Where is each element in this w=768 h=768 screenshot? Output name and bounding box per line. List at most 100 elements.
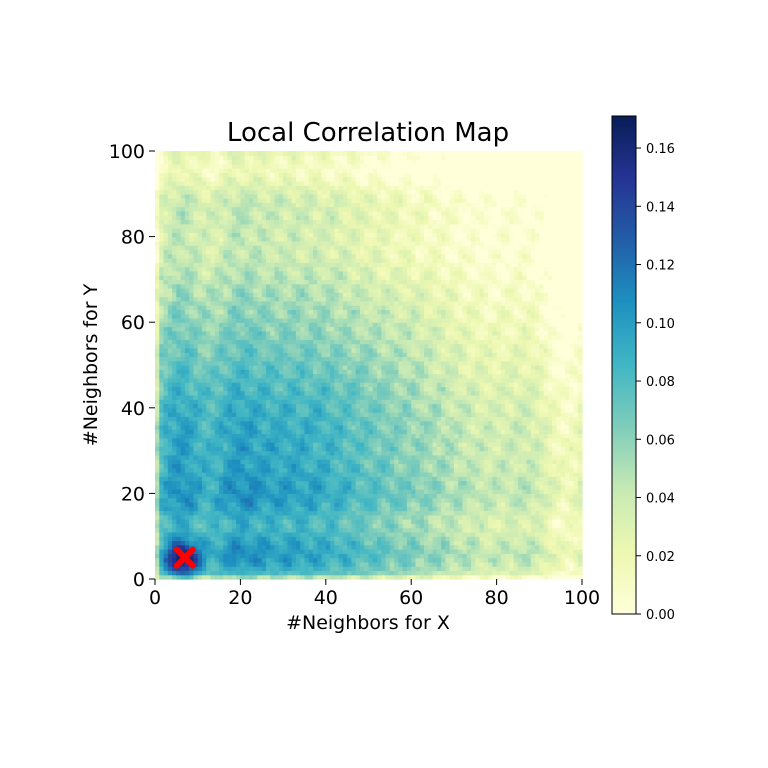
heatmap-cell — [176, 566, 182, 572]
heatmap-cell — [227, 416, 233, 422]
heatmap-cell — [453, 373, 459, 379]
heatmap-cell — [458, 442, 464, 447]
heatmap-cell — [197, 514, 203, 520]
heatmap-cell — [517, 472, 523, 477]
heatmap-cell — [364, 365, 370, 370]
heatmap-cell — [424, 549, 429, 554]
heatmap-cell — [210, 476, 216, 482]
heatmap-cell — [338, 557, 344, 563]
heatmap-cell — [552, 386, 557, 392]
heatmap-cell — [240, 540, 246, 546]
heatmap-cell — [453, 437, 459, 443]
heatmap-cell — [197, 382, 203, 387]
heatmap-cell — [364, 553, 370, 559]
heatmap-cell — [180, 561, 186, 567]
heatmap-cell — [445, 570, 451, 576]
heatmap-cell — [159, 382, 165, 387]
heatmap-cell — [449, 442, 455, 447]
heatmap-cell — [462, 574, 468, 580]
heatmap-cell — [500, 416, 506, 422]
heatmap-cell — [432, 382, 438, 387]
heatmap-cell — [231, 484, 237, 490]
heatmap-cell — [312, 420, 318, 426]
heatmap-cell — [470, 523, 476, 529]
heatmap-cell — [539, 493, 545, 499]
heatmap-cell — [458, 540, 464, 546]
heatmap-cell — [432, 459, 438, 465]
heatmap-cell — [522, 540, 528, 546]
heatmap-cell — [415, 403, 421, 409]
heatmap-cell — [394, 536, 399, 542]
heatmap-cell — [552, 523, 557, 529]
heatmap-cell — [219, 540, 224, 546]
heatmap-cell — [569, 437, 575, 443]
heatmap-cell — [231, 365, 237, 370]
heatmap-cell — [449, 390, 455, 396]
heatmap-cell — [248, 472, 254, 477]
heatmap-cell — [321, 510, 327, 516]
heatmap-cell — [458, 519, 464, 524]
heatmap-cell — [535, 394, 540, 400]
heatmap-cell — [577, 476, 583, 482]
heatmap-cell — [424, 506, 429, 512]
heatmap-cell — [496, 480, 502, 486]
heatmap-cell — [163, 373, 169, 379]
heatmap-cell — [244, 523, 250, 529]
heatmap-cell — [351, 369, 357, 375]
heatmap-cell — [257, 416, 263, 422]
heatmap-cell — [419, 557, 425, 563]
heatmap-cell — [394, 399, 399, 405]
heatmap-cell — [355, 561, 361, 567]
heatmap-cell — [496, 553, 502, 559]
heatmap-cell — [304, 544, 310, 550]
heatmap-cell — [411, 523, 417, 529]
heatmap-cell — [475, 407, 481, 413]
heatmap-cell — [513, 450, 519, 456]
heatmap-cell — [325, 540, 331, 546]
heatmap-cell — [445, 536, 451, 542]
heatmap-cell — [351, 433, 357, 439]
heatmap-cell — [240, 497, 246, 503]
heatmap-cell — [180, 382, 186, 387]
heatmap-cell — [496, 365, 502, 370]
heatmap-cell — [248, 527, 254, 533]
heatmap-cell — [453, 403, 459, 409]
heatmap-cell — [577, 390, 583, 396]
heatmap-cell — [377, 442, 382, 447]
heatmap-cell — [189, 429, 195, 435]
heatmap-cell — [210, 412, 216, 417]
heatmap-cell — [483, 446, 489, 452]
heatmap-cell — [283, 514, 288, 520]
heatmap-cell — [432, 514, 438, 520]
heatmap-cell — [180, 416, 186, 422]
heatmap-cell — [496, 570, 502, 576]
heatmap-cell — [530, 570, 536, 576]
heatmap-cell — [236, 549, 241, 554]
heatmap-cell — [338, 549, 344, 554]
heatmap-cell — [304, 501, 310, 507]
heatmap-cell — [364, 493, 370, 499]
heatmap-cell — [304, 467, 310, 473]
heatmap-cell — [496, 544, 502, 550]
heatmap-cell — [419, 377, 425, 383]
heatmap-cell — [244, 377, 250, 383]
heatmap-cell — [368, 390, 374, 396]
heatmap-cell — [406, 467, 412, 473]
heatmap-cell — [355, 527, 361, 533]
heatmap-cell — [462, 429, 468, 435]
heatmap-cell — [180, 394, 186, 400]
heatmap-cell — [180, 433, 186, 439]
heatmap-cell — [428, 463, 434, 469]
heatmap-cell — [325, 407, 331, 413]
heatmap-cell — [398, 523, 404, 529]
heatmap-cell — [492, 446, 498, 452]
heatmap-cell — [462, 570, 468, 576]
heatmap-cell — [210, 527, 216, 533]
heatmap-cell — [176, 501, 182, 507]
heatmap-cell — [342, 489, 348, 494]
heatmap-cell — [415, 420, 421, 426]
heatmap-cell — [509, 531, 515, 537]
heatmap-cell — [338, 377, 344, 383]
heatmap-cell — [530, 557, 536, 563]
heatmap-cell — [163, 574, 169, 580]
